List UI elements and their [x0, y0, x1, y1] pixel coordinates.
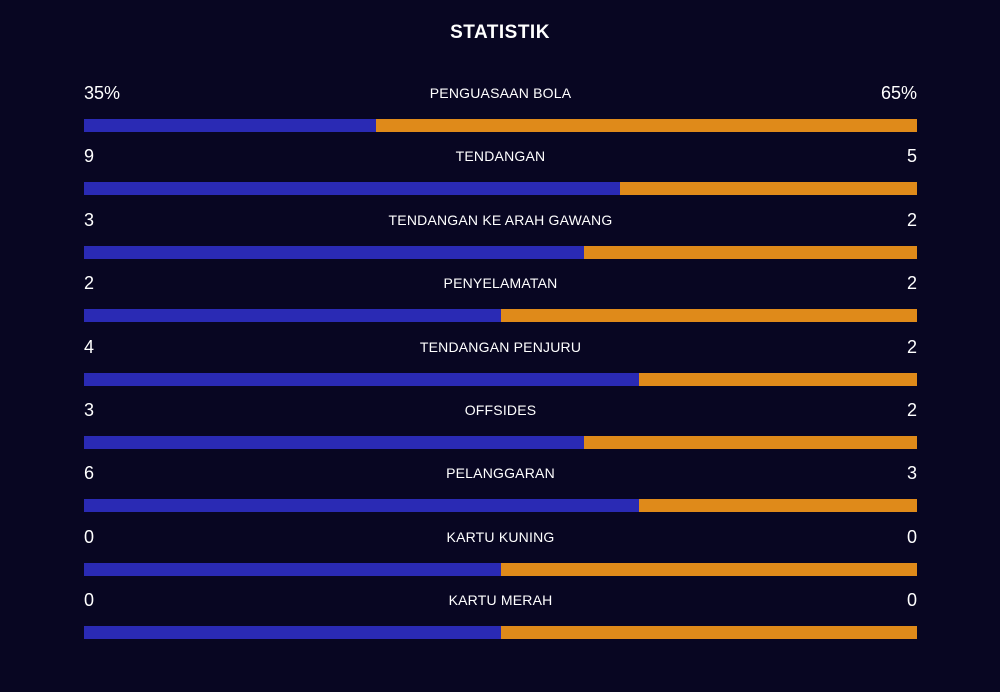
stat-row-kartu-kuning: 0 KARTU KUNING 0 [84, 524, 917, 587]
comparison-bar [84, 499, 917, 513]
home-bar [84, 626, 501, 640]
stat-label: TENDANGAN [455, 148, 546, 165]
home-bar [84, 245, 584, 259]
comparison-bar [84, 182, 917, 196]
stat-label: KARTU KUNING [446, 528, 555, 545]
stat-row-tendangan-ke-arah-gawang: 3 TENDANGAN KE ARAH GAWANG 2 [84, 207, 917, 270]
stat-row-pelanggaran: 6 PELANGGARAN 3 [84, 460, 917, 523]
stat-row-penguasaan-bola: 35% PENGUASAAN BOLA 65% [84, 80, 917, 143]
stat-label: PENYELAMATAN [443, 275, 558, 292]
home-bar [84, 499, 640, 513]
stat-label: OFFSIDES [464, 401, 537, 418]
away-value: 2 [906, 273, 917, 294]
away-value: 0 [906, 590, 917, 611]
away-value: 0 [906, 526, 917, 547]
stat-label: PELANGGARAN [446, 465, 555, 482]
away-value: 65% [880, 83, 917, 103]
away-bar [619, 182, 917, 196]
stat-row-tendangan-penjuru: 4 TENDANGAN PENJURU 2 [84, 334, 917, 397]
away-bar [375, 119, 917, 132]
comparison-bar [84, 245, 917, 259]
comparison-bar [84, 309, 917, 323]
away-bar [639, 499, 917, 513]
away-bar [583, 435, 917, 449]
away-value: 2 [906, 209, 917, 230]
away-value: 5 [906, 146, 917, 167]
comparison-bar [84, 626, 917, 640]
stats-list: 35% PENGUASAAN BOLA 65% 9 TENDANGAN 5 3 … [84, 80, 917, 651]
away-value: 2 [906, 399, 917, 420]
stat-label: PENGUASAAN BOLA [429, 85, 572, 101]
stat-row-kartu-merah: 0 KARTU MERAH 0 [84, 587, 917, 650]
home-bar [84, 309, 501, 323]
home-bar [84, 372, 640, 386]
home-value: 0 [84, 590, 95, 611]
stats-title: STATISTIK [450, 22, 550, 43]
stat-row-offsides: 3 OFFSIDES 2 [84, 397, 917, 460]
away-bar [500, 309, 917, 323]
away-bar [639, 372, 917, 386]
comparison-bar [84, 372, 917, 386]
away-bar [500, 562, 917, 576]
away-bar [583, 245, 917, 259]
home-value: 2 [84, 273, 95, 294]
home-bar [84, 182, 620, 196]
stat-label: TENDANGAN KE ARAH GAWANG [388, 211, 613, 228]
stat-label: TENDANGAN PENJURU [419, 338, 582, 355]
stat-row-tendangan: 9 TENDANGAN 5 [84, 143, 917, 206]
stat-label: KARTU MERAH [448, 592, 553, 609]
home-value: 3 [84, 399, 95, 420]
comparison-bar [84, 562, 917, 576]
away-bar [500, 626, 917, 640]
home-value: 0 [84, 526, 95, 547]
home-value: 3 [84, 209, 95, 230]
comparison-bar [84, 435, 917, 449]
away-value: 3 [906, 463, 917, 484]
home-value: 4 [84, 336, 95, 357]
home-bar [84, 562, 501, 576]
home-bar [84, 119, 376, 132]
home-value: 6 [84, 463, 95, 484]
home-value: 35% [84, 83, 121, 103]
stat-row-penyelamatan: 2 PENYELAMATAN 2 [84, 270, 917, 333]
home-bar [84, 435, 584, 449]
comparison-bar [84, 119, 917, 132]
away-value: 2 [906, 336, 917, 357]
home-value: 9 [84, 146, 95, 167]
